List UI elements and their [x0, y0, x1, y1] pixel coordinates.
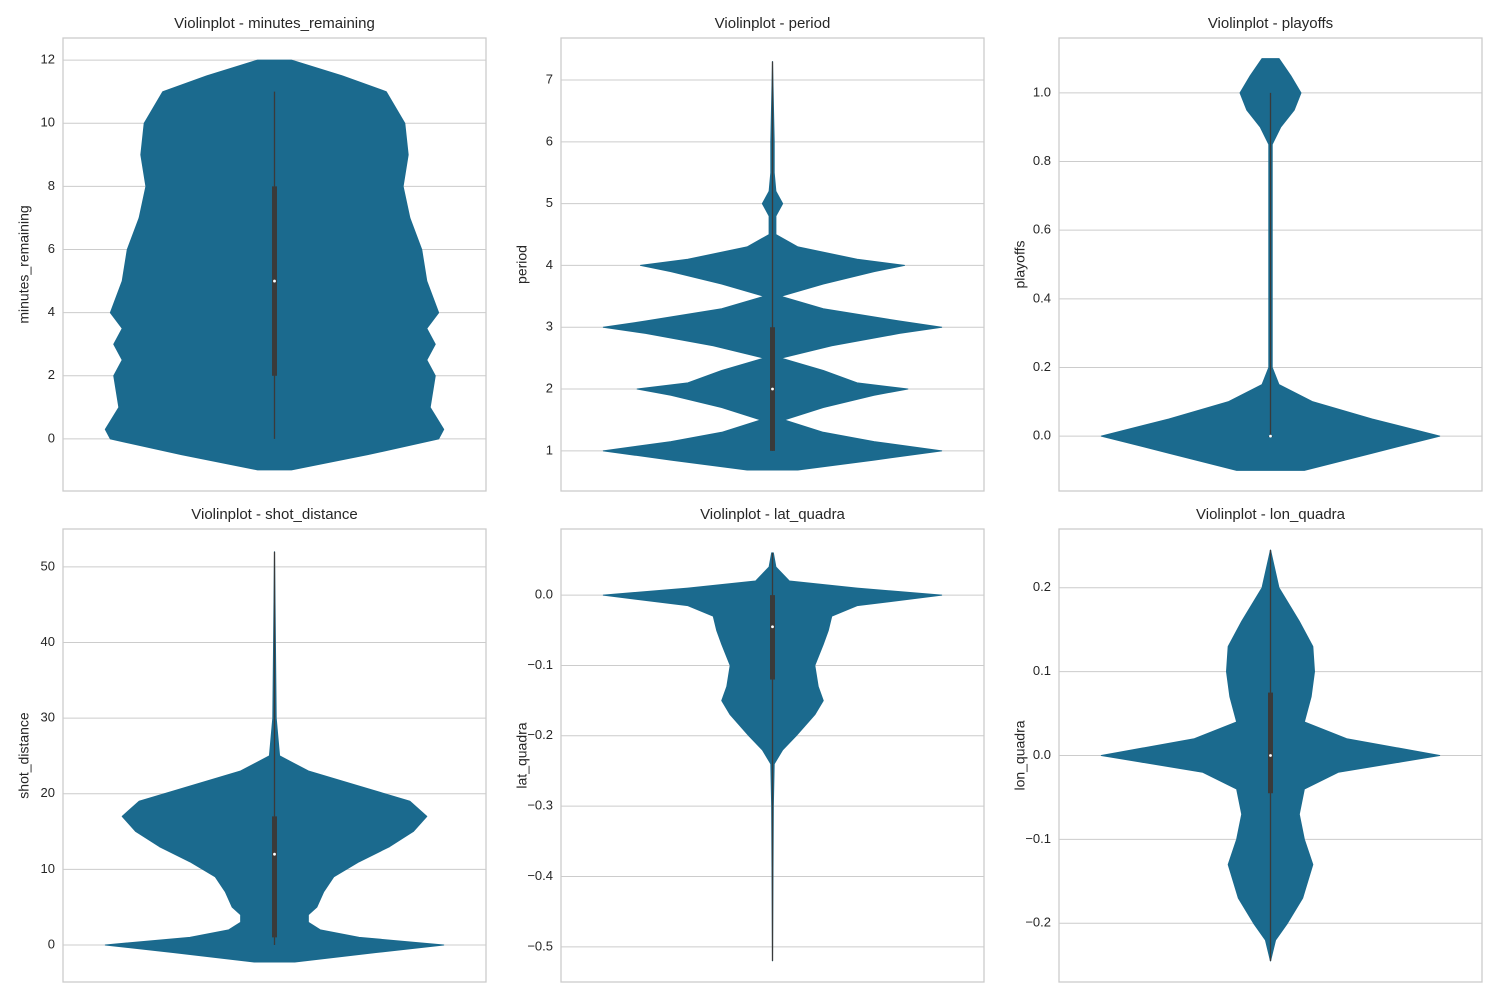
median — [1269, 434, 1272, 438]
median — [771, 625, 774, 629]
y-tick-label: −0.1 — [527, 657, 553, 672]
y-axis-label: lon_quadra — [1012, 720, 1028, 790]
y-tick-label: 10 — [41, 861, 55, 876]
box — [272, 816, 277, 938]
y-tick-label: 6 — [546, 133, 553, 148]
y-tick-label: 50 — [41, 558, 55, 573]
axes-frame — [1058, 37, 1483, 492]
box — [1268, 692, 1273, 794]
y-tick-label: −0.5 — [527, 938, 553, 953]
axes-frame — [62, 37, 487, 492]
median — [771, 387, 774, 391]
y-tick-label: 3 — [546, 319, 553, 334]
y-tick-label: 0.2 — [1033, 579, 1051, 594]
y-tick-label: −0.2 — [1025, 915, 1051, 930]
y-tick-label: 0 — [48, 430, 55, 445]
y-tick-label: 30 — [41, 710, 55, 725]
y-tick-label: 1 — [546, 442, 553, 457]
subplot: −0.2 −0.1 0.0 0.1 0.2 Violinplot - lon_quadra… — [1012, 506, 1483, 983]
y-tick-label: 0.2 — [1033, 359, 1051, 374]
subplot: −0.5 −0.4 −0.3 −0.2 −0.1 0.0 Violinplot - lat_… — [514, 506, 985, 983]
y-tick-label: 0.0 — [535, 587, 553, 602]
subplot: 0 10 20 30 40 50 Violinplot - shot_distancesho… — [16, 506, 487, 983]
y-tick-label: 7 — [546, 71, 553, 86]
chart-title: Violinplot - lon_quadra — [1196, 506, 1346, 523]
chart-title: Violinplot - period — [715, 15, 831, 32]
subplot: 0.0 0.2 0.4 0.6 0.8 1.0 Violinplot - playoffs p… — [1012, 15, 1483, 492]
subplot: 1 2 3 4 5 6 7 Violinplot - period period — [514, 15, 985, 492]
axes-frame — [560, 37, 985, 492]
chart-title: Violinplot - minutes_remaining — [174, 15, 375, 32]
y-tick-label: 2 — [48, 367, 55, 382]
y-tick-label: 40 — [41, 634, 55, 649]
axes-frame — [560, 528, 985, 983]
median — [273, 279, 276, 283]
y-tick-label: 8 — [48, 178, 55, 193]
chart-title: Violinplot - shot_distance — [191, 506, 358, 523]
y-axis-label: playoffs — [1012, 241, 1028, 289]
y-tick-label: 5 — [546, 195, 553, 210]
y-tick-label: 0.1 — [1033, 663, 1051, 678]
chart-title: Violinplot - lat_quadra — [700, 506, 845, 523]
y-tick-label: 2 — [546, 380, 553, 395]
y-tick-label: −0.1 — [1025, 831, 1051, 846]
y-axis-label: period — [514, 245, 530, 284]
y-tick-label: 6 — [48, 241, 55, 256]
y-axis-label: minutes_remaining — [16, 205, 32, 323]
y-tick-label: 0 — [48, 936, 55, 951]
y-axis-label: lat_quadra — [514, 722, 530, 788]
y-tick-label: 0.0 — [1033, 747, 1051, 762]
y-tick-label: −0.4 — [527, 868, 553, 883]
subplot: 0 2 4 6 8 10 12 Violinplot - minutes_remainingm… — [16, 15, 487, 492]
y-tick-label: 0.6 — [1033, 222, 1051, 237]
y-tick-label: 0.0 — [1033, 428, 1051, 443]
median — [273, 852, 276, 856]
y-tick-label: −0.3 — [527, 798, 553, 813]
chart-title: Violinplot - playoffs — [1208, 15, 1333, 32]
y-tick-label: 0.8 — [1033, 153, 1051, 168]
box — [770, 595, 775, 680]
y-axis-label: shot_distance — [16, 712, 32, 799]
y-tick-label: 4 — [546, 257, 553, 272]
axes-frame — [1058, 528, 1483, 983]
axes-frame — [62, 528, 487, 983]
y-tick-label: 1.0 — [1033, 84, 1051, 99]
y-tick-label: 20 — [41, 785, 55, 800]
y-tick-label: −0.2 — [527, 727, 553, 742]
median — [1269, 754, 1272, 757]
y-tick-label: 10 — [41, 115, 55, 130]
y-tick-label: 4 — [48, 304, 55, 319]
y-tick-label: 12 — [41, 52, 55, 67]
y-tick-label: 0.4 — [1033, 290, 1051, 305]
